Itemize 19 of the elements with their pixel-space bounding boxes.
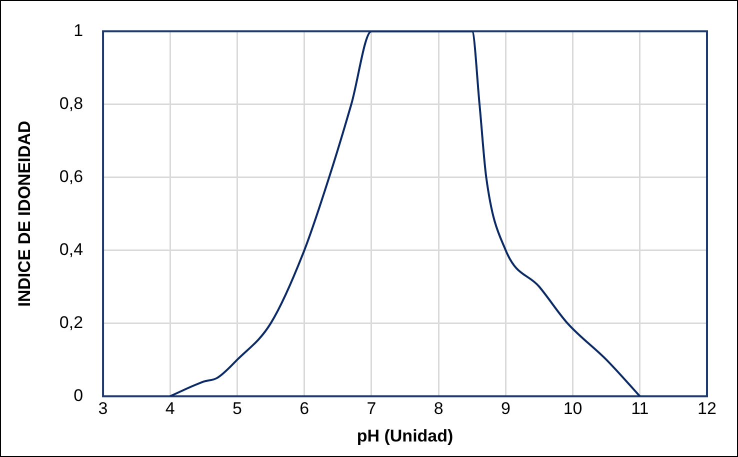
- x-tick-label: 4: [165, 399, 175, 418]
- y-axis-title: INDICE DE IDONEIDAD: [14, 120, 34, 307]
- line-series: [169, 31, 641, 396]
- y-tick-label: 1: [74, 20, 84, 40]
- y-tick-label: 0,8: [59, 94, 84, 113]
- x-tick-label: 8: [434, 399, 444, 418]
- x-tick-label: 3: [98, 399, 108, 418]
- x-tick-label: 9: [500, 399, 510, 418]
- y-tick-label: 0,2: [59, 312, 84, 332]
- y-tick-label: 0,4: [59, 240, 84, 259]
- x-tick-label: 5: [232, 399, 242, 418]
- x-tick-label: 6: [300, 399, 310, 418]
- x-tick-label: 11: [631, 399, 649, 418]
- x-tick-label: 7: [366, 399, 376, 418]
- y-tick-label: 0: [74, 386, 84, 405]
- x-axis-title: pH (Unidad): [356, 426, 454, 446]
- x-tick-label: 10: [563, 399, 582, 418]
- y-tick-label: 0,6: [59, 166, 84, 186]
- x-tick-label: 12: [698, 399, 716, 418]
